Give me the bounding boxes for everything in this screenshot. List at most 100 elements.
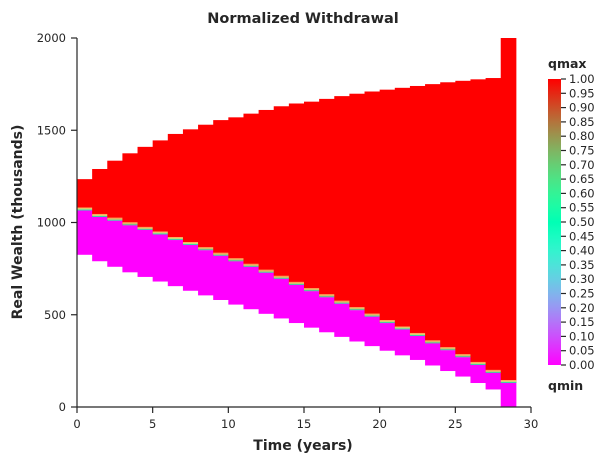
heatmap-transition-2-1 <box>107 218 123 220</box>
heatmap-transition-10-1 <box>228 259 244 261</box>
heatmap-transition-17-2 <box>334 300 350 302</box>
heatmap-transition-19-1 <box>364 314 381 316</box>
colorbar-tick-label-14: 0.70 <box>569 158 595 172</box>
plot-area <box>77 38 517 407</box>
heatmap-cell-qmin-9 <box>213 255 229 300</box>
colorbar-tick-label-7: 0.35 <box>569 258 595 272</box>
heatmap-transition-7-1 <box>182 243 199 245</box>
x-tick-label-25: 25 <box>448 417 463 431</box>
heatmap-transition-14-2 <box>288 281 305 283</box>
y-tick-label-500: 500 <box>44 308 66 322</box>
y-tick-label-1000: 1000 <box>37 216 66 230</box>
colorbar-tick-label-4: 0.20 <box>569 301 595 315</box>
heatmap-transition-26-1 <box>470 362 487 364</box>
heatmap-cell-qmax-24 <box>440 82 456 351</box>
heatmap-transition-21-1 <box>394 327 411 329</box>
heatmap-cell-qmax-27 <box>485 78 502 373</box>
heatmap-cell-qmin-8 <box>198 250 214 296</box>
heatmap-transition-20-1 <box>379 321 396 323</box>
colorbar-ticks: 0.000.050.100.150.200.250.300.350.400.45… <box>561 72 595 372</box>
colorbar-top-label: qmax <box>548 56 586 71</box>
heatmap-cell-qmax-28 <box>500 38 517 384</box>
heatmap-cell-qmax-11 <box>243 113 260 267</box>
heatmap-cell-qmax-12 <box>258 109 275 273</box>
heatmap-transition-5-0 <box>152 233 169 235</box>
heatmap-transition-6-0 <box>167 239 184 241</box>
heatmap-cell-qmin-14 <box>288 284 305 324</box>
x-axis-label: Time (years) <box>253 438 352 454</box>
colorbar-tick-label-1: 0.05 <box>569 344 595 358</box>
heatmap-transition-6-2 <box>167 237 184 239</box>
heatmap-cell-qmax-1 <box>92 168 108 217</box>
heatmap-transition-25-1 <box>455 355 471 357</box>
heatmap-transition-8-1 <box>198 248 214 250</box>
y-axis-label: Real Wealth (thousands) <box>10 125 26 320</box>
x-tick-label-20: 20 <box>372 417 387 431</box>
heatmap-transition-28-2 <box>500 380 517 382</box>
y-ticks: 0 500 1000 1500 2000 <box>37 31 77 414</box>
heatmap-transition-3-2 <box>122 222 139 224</box>
heatmap-transition-3-0 <box>122 224 139 226</box>
heatmap-cell-qmax-26 <box>470 79 487 365</box>
heatmap-transition-9-2 <box>213 252 229 254</box>
x-tick-label-10: 10 <box>221 417 236 431</box>
heatmap-transition-17-0 <box>334 302 350 304</box>
heatmap-transition-18-2 <box>349 307 366 309</box>
heatmap-cell-qmax-0 <box>77 179 93 211</box>
heatmap-cell-qmin-22 <box>409 335 426 360</box>
heatmap-cell-qmin-20 <box>379 323 396 351</box>
colorbar-tick-label-2: 0.10 <box>569 329 595 343</box>
heatmap-transition-24-0 <box>440 349 456 351</box>
heatmap-cell-qmax-2 <box>107 160 123 221</box>
heatmap-transition-15-1 <box>304 289 320 291</box>
heatmap-transition-2-0 <box>107 219 123 221</box>
heatmap-transition-12-0 <box>258 271 275 273</box>
heatmap-cell-qmin-23 <box>425 343 441 366</box>
x-tick-label-30: 30 <box>524 417 539 431</box>
y-tick-label-0: 0 <box>59 400 66 414</box>
colorbar-tick-label-11: 0.55 <box>569 201 595 215</box>
colorbar-tick-label-19: 0.95 <box>569 86 595 100</box>
heatmap-transition-7-2 <box>182 242 199 244</box>
heatmap-cell-qmax-16 <box>319 98 335 298</box>
heatmap-cell-qmin-6 <box>167 240 184 287</box>
heatmap-transition-4-0 <box>137 228 154 230</box>
colorbar-tick-label-16: 0.80 <box>569 129 595 143</box>
colorbar-tick-label-17: 0.85 <box>569 115 595 129</box>
heatmap-cell-qmin-25 <box>455 357 471 377</box>
heatmap-transition-9-1 <box>213 253 229 255</box>
heatmap-cell-qmax-17 <box>334 96 350 304</box>
heatmap-cell-qmax-6 <box>167 133 184 241</box>
heatmap-transition-27-2 <box>485 369 502 371</box>
heatmap-transition-10-2 <box>228 258 244 260</box>
heatmap-cell-qmax-7 <box>182 129 199 246</box>
heatmap-transition-4-1 <box>137 227 154 229</box>
heatmap-transition-26-2 <box>470 361 487 363</box>
heatmap-transition-19-0 <box>364 315 381 317</box>
heatmap-cell-qmax-21 <box>394 87 411 330</box>
heatmap-transition-27-0 <box>485 371 502 373</box>
heatmap-transition-4-2 <box>137 226 154 228</box>
heatmap-cell-qmax-4 <box>137 146 154 230</box>
colorbar-tick-label-3: 0.15 <box>569 315 595 329</box>
heatmap-transition-24-2 <box>440 347 456 349</box>
heatmap-cell-qmin-17 <box>334 303 350 337</box>
heatmap-cell-qmax-19 <box>364 91 381 317</box>
colorbar-tick-label-5: 0.25 <box>569 287 595 301</box>
heatmap-transition-0-0 <box>77 209 93 211</box>
heatmap-transition-13-1 <box>273 276 290 278</box>
heatmap-transition-0-1 <box>77 208 93 210</box>
y-tick-label-1500: 1500 <box>37 123 66 137</box>
heatmap-transition-8-0 <box>198 249 214 251</box>
heatmap-transition-18-0 <box>349 309 366 311</box>
heatmap-transition-12-1 <box>258 270 275 272</box>
heatmap-cell-qmax-13 <box>273 106 290 279</box>
heatmap-transition-6-1 <box>167 238 184 240</box>
colorbar-tick-label-20: 1.00 <box>569 72 595 86</box>
heatmap-cell-qmin-12 <box>258 272 275 314</box>
heatmap-transition-25-2 <box>455 354 471 356</box>
heatmap-cell-qmax-10 <box>228 117 244 262</box>
heatmap-transition-12-2 <box>258 269 275 271</box>
heatmap-transition-1-2 <box>92 213 108 215</box>
heatmap-transition-24-1 <box>440 348 456 350</box>
